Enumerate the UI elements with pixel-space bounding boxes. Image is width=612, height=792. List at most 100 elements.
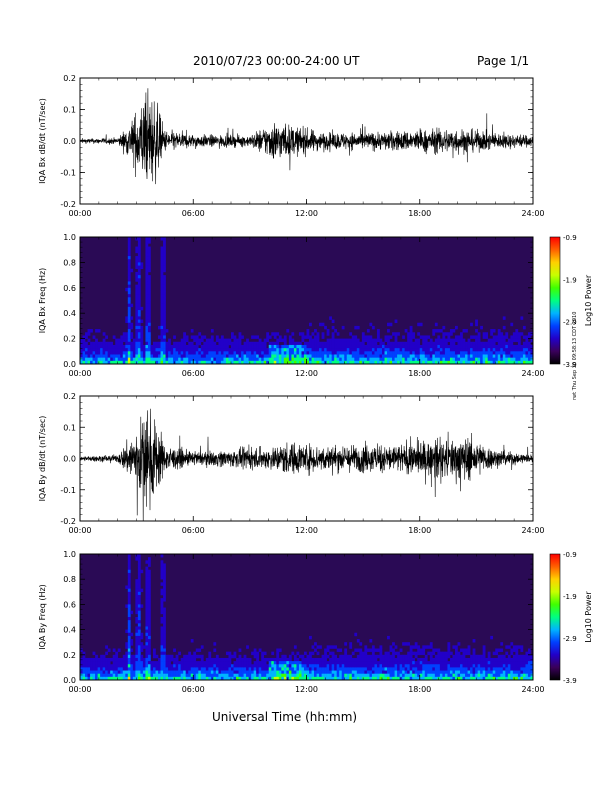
heatmap-cell [140,348,144,352]
heatmap-cell [339,351,343,355]
heatmap-cell [472,657,476,662]
heatmap-cell [170,664,174,668]
heatmap-cell [195,338,199,343]
heatmap-cell [110,360,114,365]
heatmap-cell [419,648,423,652]
heatmap-cell [303,348,307,352]
heatmap-cell [183,332,186,336]
heatmap-cell [444,354,448,358]
heatmap-cell [422,344,426,349]
x-tick-label: 12:00 [295,526,318,535]
heatmap-cell [409,648,413,652]
heatmap-cell [163,275,166,279]
heatmap-cell [122,657,126,662]
heatmap-cell [256,354,259,358]
heatmap-cell [210,357,214,362]
heatmap-cell [135,306,139,311]
heatmap-cell [303,344,307,349]
heatmap-cell [414,645,418,649]
heatmap-cell [95,357,98,362]
heatmap-cell [127,351,131,355]
heatmap-cell [344,348,348,352]
heatmap-cell [480,667,483,671]
heatmap-cell [165,657,169,662]
heatmap-cell [527,673,531,678]
heatmap-cell [429,661,433,665]
heatmap-cell [158,657,161,662]
heatmap-cell [434,344,438,349]
heatmap-cell [213,676,217,681]
heatmap-cell [241,354,244,358]
heatmap-cell [100,344,103,349]
heatmap-cell [147,287,151,292]
heatmap-cell [444,661,448,665]
heatmap-cell [490,657,494,662]
heatmap-cell [462,667,466,671]
heatmap-cell [205,344,209,349]
heatmap-cell [145,620,149,624]
heatmap-cell [238,354,242,358]
heatmap-cell [137,642,141,646]
heatmap-cell [160,620,164,624]
heatmap-cell [470,657,473,662]
heatmap-cell [158,667,161,671]
heatmap-cell [271,667,275,671]
x-tick-label: 24:00 [521,209,544,218]
heatmap-cell [349,341,353,346]
heatmap-cell [160,344,164,349]
heatmap-cell [87,670,91,674]
heatmap-cell [495,648,499,652]
heatmap-cell [147,335,151,339]
heatmap-cell [248,344,252,349]
heatmap-cell [102,341,106,346]
heatmap-cell [500,348,504,352]
heatmap-cell [100,676,103,681]
heatmap-cell [120,676,124,681]
heatmap-cell [366,673,370,678]
heatmap-cell [190,667,194,671]
heatmap-cell [417,322,421,327]
heatmap-cell [142,344,146,349]
heatmap-cell [92,667,96,671]
heatmap-cell [105,351,108,355]
heatmap-cell [427,344,431,349]
heatmap-cell [293,344,297,349]
heatmap-cell [188,664,192,668]
heatmap-cell [306,341,310,346]
heatmap-cell [190,335,194,339]
heatmap-cell [517,360,521,365]
heatmap-cell [261,357,265,362]
heatmap-cell [475,667,478,671]
heatmap-cell [329,667,332,671]
heatmap-cell [394,360,398,365]
heatmap-cell [125,673,129,678]
heatmap-cell [442,651,446,656]
heatmap-cell [251,360,254,365]
heatmap-cell [432,670,436,674]
heatmap-cell [364,657,368,662]
heatmap-cell [442,661,446,665]
heatmap-cell [253,648,257,652]
heatmap-cell [366,341,370,346]
heatmap-cell [429,348,433,352]
x-tick-label: 00:00 [68,685,91,694]
heatmap-cell [505,657,509,662]
heatmap-cell [379,657,383,662]
heatmap-cell [482,360,486,365]
heatmap-cell [125,344,129,349]
heatmap-cell [351,661,355,665]
heatmap-cell [314,648,317,652]
heatmap-cell [283,657,287,662]
heatmap-cell [110,667,114,671]
heatmap-cell [82,348,86,352]
heatmap-cell [331,338,335,343]
heatmap-cell [160,319,164,324]
heatmap-cell [331,351,335,355]
heatmap-cell [326,648,330,652]
heatmap-cell [482,332,486,336]
heatmap-cell [399,648,403,652]
heatmap-cell [178,673,181,678]
heatmap-cell [137,554,141,558]
heatmap-cell [155,360,159,365]
